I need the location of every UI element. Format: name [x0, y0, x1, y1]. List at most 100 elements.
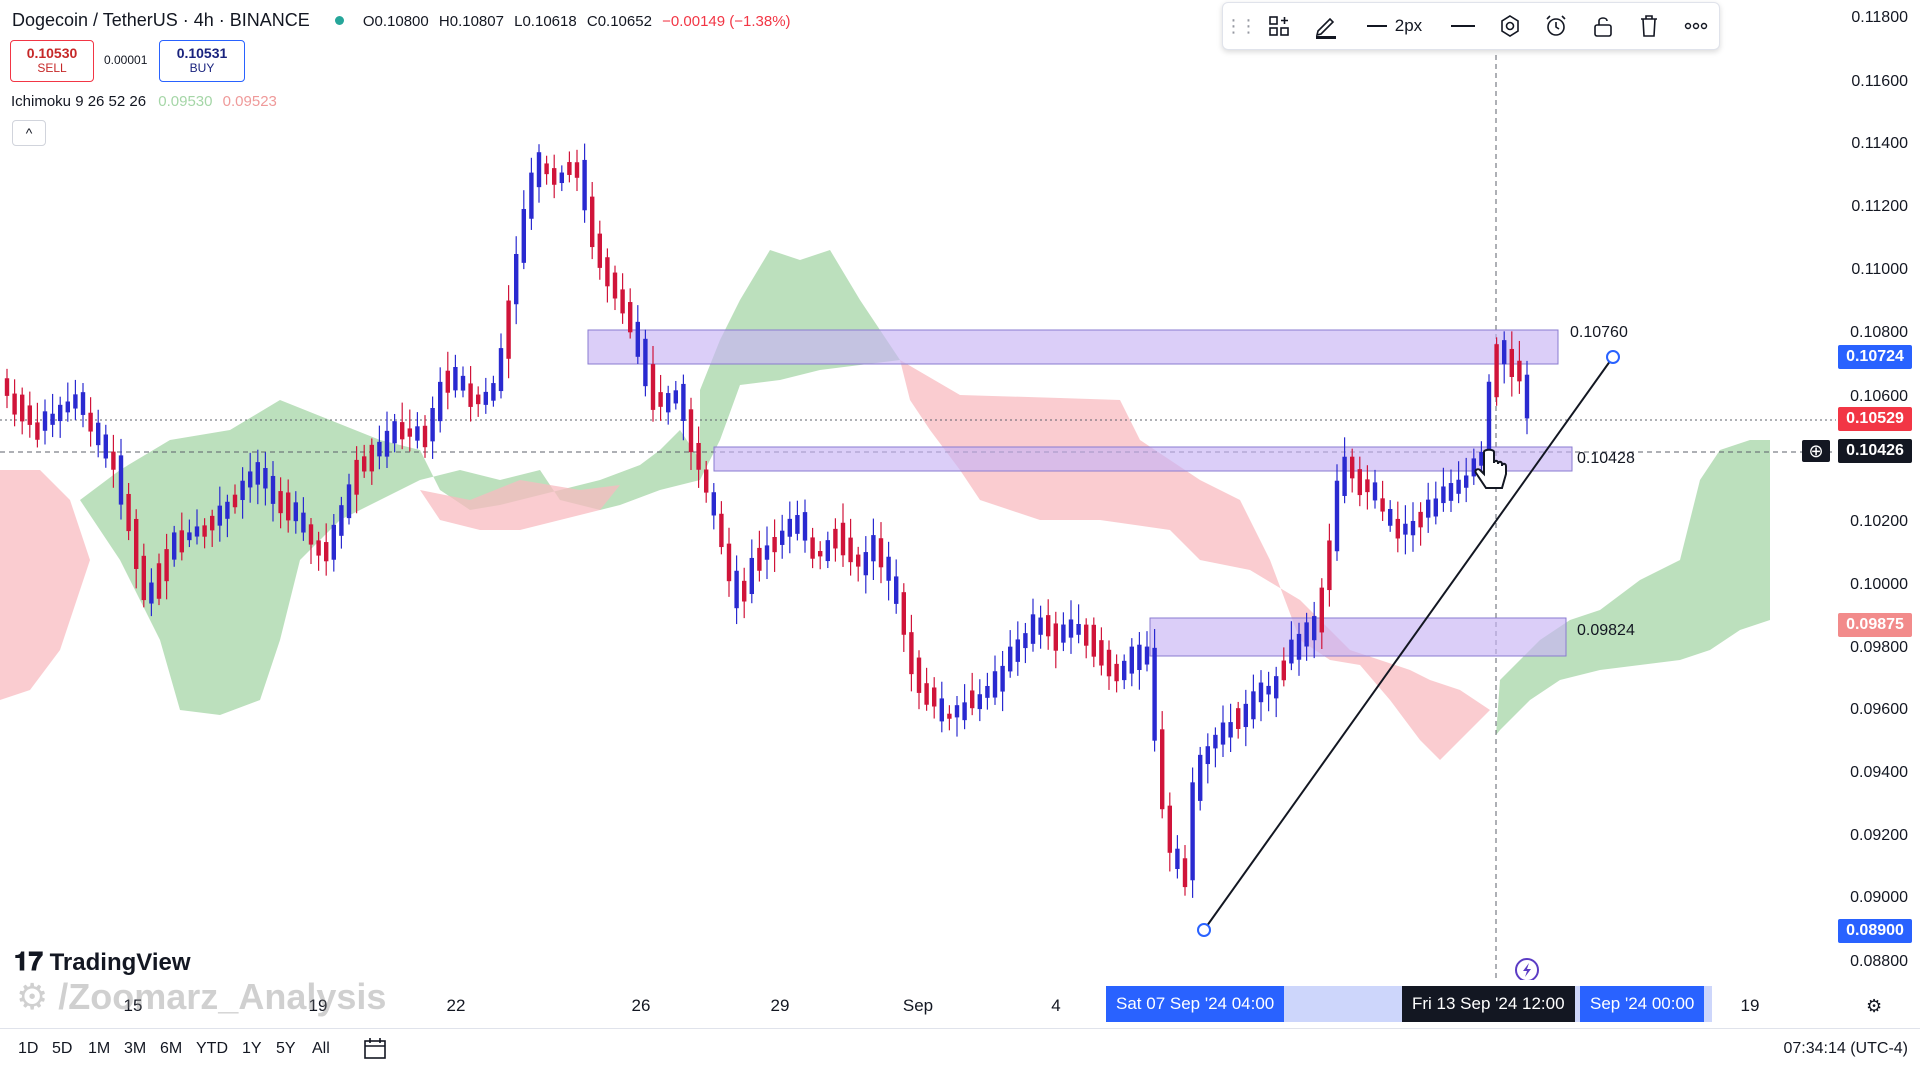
buy-button[interactable]: 0.10531 BUY	[159, 40, 245, 82]
collapse-legend-button[interactable]: ^	[12, 120, 46, 146]
range-button-6m[interactable]: 6M	[160, 1040, 183, 1057]
trash-icon[interactable]	[1626, 3, 1673, 49]
candle-body	[445, 370, 450, 393]
candle-body	[1160, 729, 1165, 810]
candle-body	[255, 462, 260, 485]
range-button-1d[interactable]: 1D	[18, 1040, 39, 1057]
range-button-1y[interactable]: 1Y	[242, 1040, 262, 1057]
candle-body	[80, 392, 86, 415]
indicator-legend[interactable]: Ichimoku 9 26 52 26 0.09530 0.09523	[11, 93, 277, 110]
date-range-icon[interactable]	[362, 1036, 388, 1062]
last-price-label: 0.10529	[1838, 407, 1912, 431]
candle-body	[909, 632, 914, 675]
tradingview-logo[interactable]: 𝟏𝟕 TradingView	[14, 946, 191, 978]
candle-body	[1046, 615, 1051, 637]
clock-timezone[interactable]: 07:34:14 (UTC-4)	[1783, 1040, 1909, 1057]
price-axis[interactable]: 0.11800 0.11600 0.11400 0.11200 0.11000 0.108…	[1836, 0, 1920, 1000]
candle-body	[27, 405, 32, 425]
candle-body	[316, 540, 321, 556]
indicator-name: Ichimoku 9 26 52 26	[11, 93, 147, 110]
candle-body	[628, 302, 633, 333]
resistance-zone-middle[interactable]	[713, 446, 1573, 472]
candle-body	[833, 528, 838, 549]
settings-gear-icon[interactable]: ⚙	[1866, 996, 1883, 1016]
range-button-ytd[interactable]: YTD	[196, 1040, 228, 1057]
candle-body	[1494, 344, 1499, 398]
grip-icon[interactable]: ⋮⋮	[1224, 15, 1257, 36]
candle-body	[962, 702, 967, 721]
candle-body	[1236, 708, 1241, 729]
candle-body	[1509, 348, 1514, 377]
candle-body	[742, 580, 747, 602]
candle-body	[1319, 587, 1324, 633]
symbol-header[interactable]: Dogecoin / TetherUS · 4h · BINANCE O0.10…	[12, 10, 791, 31]
line-width-control[interactable]: 2px	[1349, 3, 1440, 49]
candle-body	[544, 163, 549, 175]
more-icon[interactable]	[1673, 3, 1720, 49]
candle-body	[438, 381, 443, 422]
cloud-segment	[420, 480, 620, 530]
candle-body	[1403, 523, 1408, 535]
alert-icon[interactable]	[1533, 3, 1580, 49]
support-zone-lower[interactable]	[1149, 617, 1567, 657]
candle-body	[103, 434, 108, 459]
candle-body	[308, 524, 314, 545]
trend-line-start-handle[interactable]	[1197, 923, 1211, 937]
candle-body	[894, 576, 899, 604]
candle-body	[947, 713, 952, 719]
candle-body	[1524, 374, 1530, 419]
candle-body	[1243, 703, 1248, 728]
add-alert-plus-icon[interactable]: ⊕	[1802, 440, 1830, 462]
range-button-3m[interactable]: 3M	[124, 1040, 147, 1057]
price-tick-label: 0.11400	[1851, 135, 1908, 152]
candle-body	[134, 518, 139, 569]
crosshair-time-label: Fri 13 Sep '24 12:00	[1402, 986, 1575, 1022]
low-value: L0.10618	[514, 13, 577, 30]
candle-body	[1342, 456, 1347, 496]
lock-icon[interactable]	[1580, 3, 1627, 49]
range-button-all[interactable]: All	[312, 1040, 330, 1057]
candle-body	[1388, 508, 1393, 526]
candle-body	[1068, 619, 1074, 638]
sell-button[interactable]: 0.10530 SELL	[10, 40, 94, 82]
candle-body	[1114, 663, 1119, 682]
candle-body	[825, 540, 830, 562]
candle-body	[673, 390, 678, 404]
candle-body	[331, 524, 336, 560]
trend-line[interactable]	[1203, 356, 1614, 931]
candle-body	[194, 526, 200, 537]
candle-body	[270, 475, 276, 504]
candlesticks	[4, 143, 1530, 898]
time-tick-label: 29	[770, 996, 790, 1015]
candle-body	[1448, 483, 1454, 501]
range-button-5y[interactable]: 5Y	[276, 1040, 296, 1057]
candle-body	[719, 513, 724, 548]
candle-body	[400, 422, 405, 440]
lightning-icon[interactable]	[1515, 958, 1539, 980]
resistance-zone-upper[interactable]	[587, 329, 1559, 365]
template-icon[interactable]	[1256, 3, 1303, 49]
trend-line-end-handle[interactable]	[1606, 350, 1620, 364]
symbol-title[interactable]: Dogecoin / TetherUS · 4h · BINANCE	[12, 10, 310, 30]
pencil-icon[interactable]	[1302, 3, 1349, 49]
line-style-icon[interactable]	[1440, 3, 1487, 49]
close-value: C0.10652	[586, 13, 652, 30]
candle-body	[1220, 722, 1226, 745]
range-button-5d[interactable]: 5D	[52, 1040, 73, 1057]
candle-body	[932, 687, 937, 707]
range-button-1m[interactable]: 1M	[88, 1040, 111, 1057]
candle-body	[1091, 624, 1096, 657]
candle-body	[240, 480, 245, 501]
price-chart[interactable]	[0, 0, 1836, 980]
settings-icon[interactable]	[1487, 3, 1534, 49]
sell-label: SELL	[37, 61, 67, 75]
candle-body	[1266, 685, 1271, 695]
candle-body	[1281, 660, 1286, 681]
candle-body	[468, 383, 473, 407]
candle-body	[1486, 381, 1492, 459]
candle-body	[704, 469, 709, 493]
time-tick-label: 19	[1740, 996, 1760, 1015]
candle-body	[856, 554, 861, 567]
line-width-icon	[1366, 25, 1387, 27]
candle-body	[141, 555, 146, 601]
